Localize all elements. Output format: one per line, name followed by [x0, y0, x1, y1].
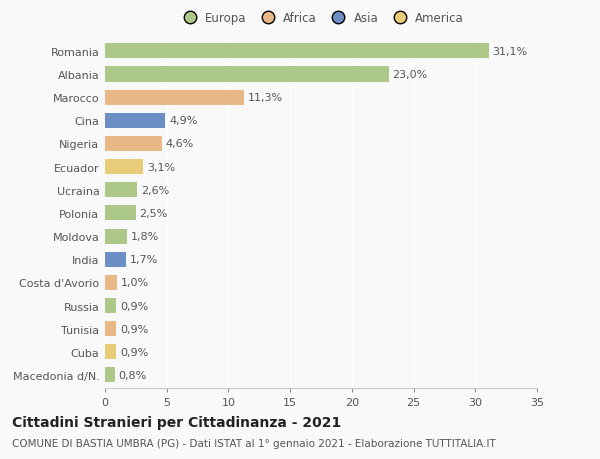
Bar — [105, 275, 118, 290]
Text: 4,6%: 4,6% — [166, 139, 194, 149]
Text: 1,8%: 1,8% — [131, 231, 159, 241]
Text: 0,9%: 0,9% — [120, 301, 148, 311]
Bar — [105, 160, 143, 175]
Bar — [105, 44, 489, 59]
Text: 2,6%: 2,6% — [141, 185, 169, 196]
Legend: Europa, Africa, Asia, America: Europa, Africa, Asia, America — [173, 7, 469, 30]
Text: 1,7%: 1,7% — [130, 255, 158, 265]
Bar — [105, 90, 244, 106]
Text: COMUNE DI BASTIA UMBRA (PG) - Dati ISTAT al 1° gennaio 2021 - Elaborazione TUTTI: COMUNE DI BASTIA UMBRA (PG) - Dati ISTAT… — [12, 438, 496, 448]
Bar — [105, 113, 166, 129]
Text: 11,3%: 11,3% — [248, 93, 283, 103]
Bar — [105, 345, 116, 359]
Bar — [105, 321, 116, 336]
Bar — [105, 298, 116, 313]
Bar — [105, 368, 115, 383]
Text: 3,1%: 3,1% — [147, 162, 175, 172]
Bar — [105, 206, 136, 221]
Text: 2,5%: 2,5% — [140, 208, 168, 218]
Text: 0,9%: 0,9% — [120, 324, 148, 334]
Bar — [105, 137, 162, 151]
Bar — [105, 252, 126, 267]
Text: 31,1%: 31,1% — [493, 47, 527, 57]
Text: 0,8%: 0,8% — [119, 370, 147, 380]
Text: 1,0%: 1,0% — [121, 278, 149, 288]
Bar — [105, 183, 137, 198]
Text: Cittadini Stranieri per Cittadinanza - 2021: Cittadini Stranieri per Cittadinanza - 2… — [12, 415, 341, 429]
Bar — [105, 229, 127, 244]
Bar — [105, 67, 389, 82]
Text: 4,9%: 4,9% — [169, 116, 197, 126]
Text: 23,0%: 23,0% — [392, 70, 428, 80]
Text: 0,9%: 0,9% — [120, 347, 148, 357]
